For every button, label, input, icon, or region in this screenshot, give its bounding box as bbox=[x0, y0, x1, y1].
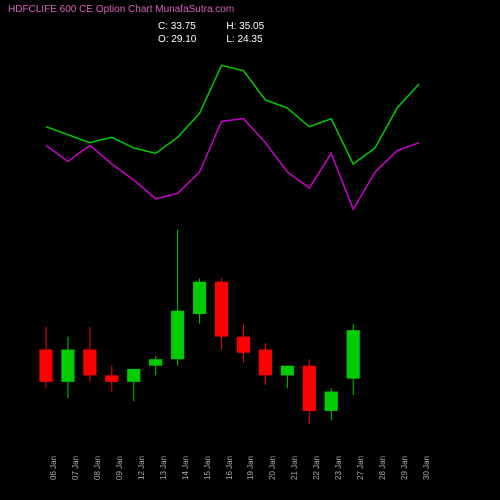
candle-body bbox=[281, 366, 294, 376]
indicator-line bbox=[46, 65, 419, 164]
x-axis-label: 20 Jan bbox=[268, 456, 277, 480]
x-axis-label: 16 Jan bbox=[225, 456, 234, 480]
candle-body bbox=[39, 350, 52, 382]
candle-body bbox=[347, 330, 360, 378]
x-axis-label: 29 Jan bbox=[400, 456, 409, 480]
candle-body bbox=[237, 337, 250, 353]
x-axis-label: 27 Jan bbox=[356, 456, 365, 480]
candle-body bbox=[127, 369, 140, 382]
chart-svg bbox=[0, 0, 500, 500]
candle-body bbox=[215, 282, 228, 337]
x-axis-label: 28 Jan bbox=[378, 456, 387, 480]
candle-body bbox=[171, 311, 184, 359]
x-axis-label: 15 Jan bbox=[203, 456, 212, 480]
x-axis-label: 13 Jan bbox=[159, 456, 168, 480]
candle-body bbox=[105, 375, 118, 381]
x-axis-label: 19 Jan bbox=[246, 456, 255, 480]
x-axis-label: 08 Jan bbox=[93, 456, 102, 480]
x-axis-label: 22 Jan bbox=[312, 456, 321, 480]
chart-container: HDFCLIFE 600 CE Option Chart MunafaSutra… bbox=[0, 0, 500, 500]
indicator-line bbox=[46, 119, 419, 210]
candle-body bbox=[149, 359, 162, 365]
x-axis-label: 23 Jan bbox=[334, 456, 343, 480]
x-axis-label: 07 Jan bbox=[71, 456, 80, 480]
x-axis-label: 09 Jan bbox=[115, 456, 124, 480]
x-axis-label: 30 Jan bbox=[422, 456, 431, 480]
candle-body bbox=[193, 282, 206, 314]
candle-body bbox=[61, 350, 74, 382]
candle-body bbox=[83, 350, 96, 376]
candle-body bbox=[259, 350, 272, 376]
x-axis-label: 21 Jan bbox=[290, 456, 299, 480]
candle-body bbox=[303, 366, 316, 411]
x-axis-label: 12 Jan bbox=[137, 456, 146, 480]
x-axis-label: 06 Jan bbox=[49, 456, 58, 480]
x-axis-label: 14 Jan bbox=[181, 456, 190, 480]
candle-body bbox=[325, 392, 338, 411]
